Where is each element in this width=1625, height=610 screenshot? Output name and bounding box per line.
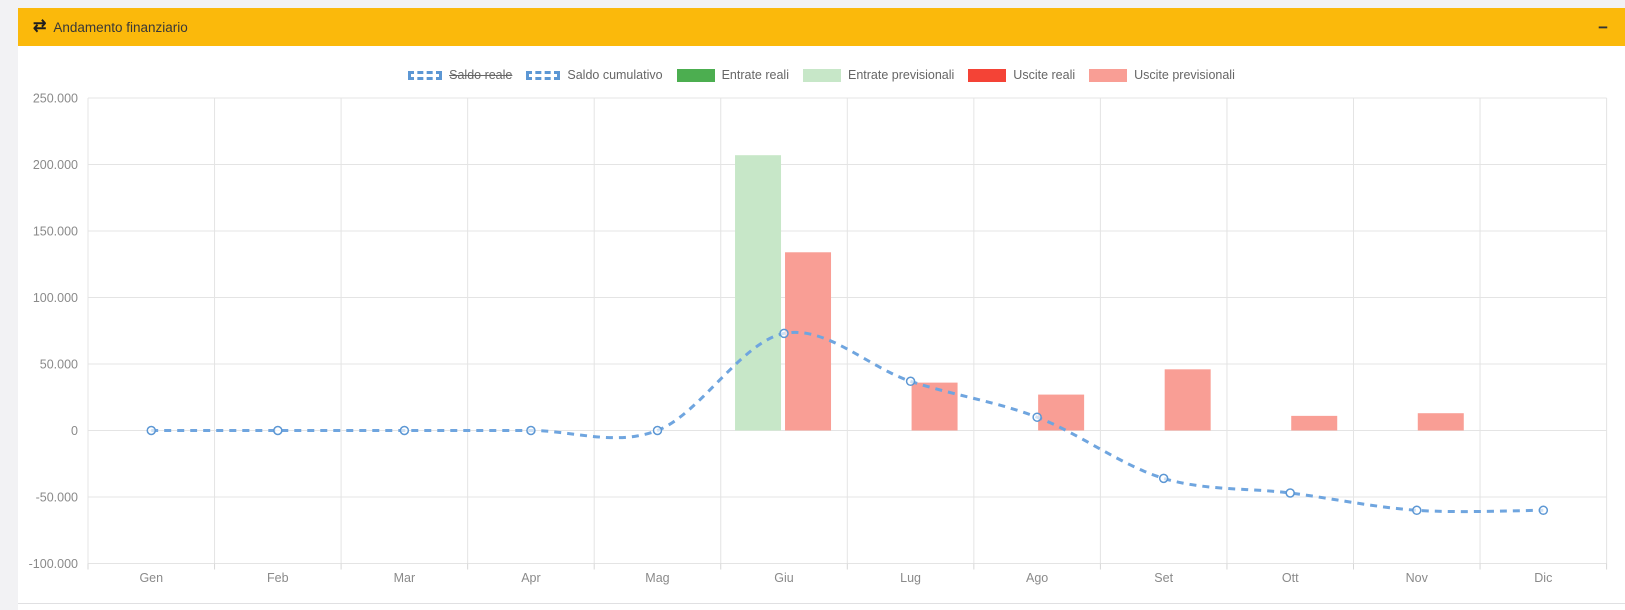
- legend-label: Uscite reali: [1013, 68, 1076, 82]
- line-marker-saldo-cumulativo[interactable]: [1538, 505, 1549, 516]
- dashed-line-swatch-icon: [526, 70, 561, 80]
- chart-legend: Saldo reale Saldo cumulativo Entrate reali…: [18, 68, 1625, 82]
- x-axis-tick-label: Giu: [774, 571, 794, 585]
- panel-title: Andamento finanziario: [53, 19, 188, 35]
- bar-swatch-icon: [676, 68, 715, 82]
- legend-label: Saldo reale: [449, 68, 513, 82]
- x-axis-tick-label: Gen: [139, 571, 163, 585]
- line-marker-saldo-cumulativo[interactable]: [273, 425, 283, 436]
- y-axis-tick-label: 150.000: [33, 225, 78, 239]
- line-saldo-cumulativo: [146, 328, 1549, 516]
- line-marker-saldo-cumulativo[interactable]: [526, 425, 536, 436]
- x-axis-tick-label: Mar: [394, 571, 416, 585]
- legend-item-entrate-previsionali[interactable]: Entrate previsionali: [802, 68, 955, 82]
- bars: [735, 155, 1464, 431]
- legend-label: Uscite previsionali: [1134, 68, 1235, 82]
- bar-uscite-previsionali[interactable]: [911, 382, 958, 431]
- swap-arrows-icon: ⇄: [33, 18, 47, 35]
- line-marker-saldo-cumulativo[interactable]: [1032, 412, 1042, 422]
- line-path-saldo-cumulativo: [151, 330, 1544, 514]
- bar-swatch-icon: [802, 68, 841, 82]
- x-axis-tick-label: Mag: [645, 571, 669, 585]
- bar-entrate-previsionali[interactable]: [735, 155, 782, 431]
- panel-header: ⇄ Andamento finanziario −: [18, 8, 1625, 46]
- x-axis-tick-label: Feb: [267, 571, 289, 585]
- line-marker-saldo-cumulativo[interactable]: [399, 425, 410, 436]
- x-axis-tick-label: Set: [1154, 571, 1173, 585]
- bar-uscite-previsionali[interactable]: [1291, 415, 1338, 431]
- legend-item-saldo-cumulativo[interactable]: Saldo cumulativo: [526, 68, 663, 82]
- bar-uscite-previsionali[interactable]: [1038, 394, 1085, 431]
- line-marker-saldo-cumulativo[interactable]: [146, 425, 157, 436]
- bar-swatch-icon: [1089, 68, 1128, 82]
- panel-bottom-divider: [18, 603, 1625, 604]
- x-axis-tick-label: Dic: [1534, 571, 1552, 585]
- x-axis-tick-label: Ago: [1026, 571, 1048, 585]
- gridlines: [87, 97, 1608, 570]
- y-axis-tick-label: -50.000: [36, 491, 78, 505]
- x-axis-tick-label: Lug: [900, 571, 921, 585]
- line-marker-saldo-cumulativo[interactable]: [1412, 505, 1422, 516]
- y-axis-tick-label: 100.000: [33, 291, 78, 305]
- y-axis-tick-label: 0: [71, 424, 78, 438]
- y-axis-tick-label: 50.000: [40, 358, 78, 372]
- x-axis-tick-label: Apr: [521, 571, 540, 585]
- panel-andamento-finanziario: ⇄ Andamento finanziario − Saldo reale Sal…: [18, 8, 1625, 610]
- bar-uscite-previsionali[interactable]: [1164, 369, 1211, 431]
- x-axis-tick-label: Nov: [1406, 571, 1429, 585]
- y-axis-tick-label: -100.000: [29, 557, 78, 571]
- y-axis-labels: 250.000 200.000 150.000 100.000 50.000 0 -50.0…: [29, 92, 78, 572]
- legend-label: Entrate previsionali: [847, 68, 955, 82]
- x-axis-labels: Gen Feb Mar Apr Mag Giu Lug Ago Set Ott Nov Dic: [139, 571, 1552, 585]
- bar-swatch-icon: [968, 68, 1007, 82]
- line-marker-saldo-cumulativo[interactable]: [779, 328, 789, 339]
- legend-item-uscite-previsionali[interactable]: Uscite previsionali: [1089, 68, 1235, 82]
- line-marker-saldo-cumulativo[interactable]: [1158, 473, 1169, 484]
- bar-uscite-previsionali[interactable]: [785, 252, 832, 431]
- line-marker-saldo-cumulativo[interactable]: [1285, 488, 1295, 498]
- legend-item-uscite-reali[interactable]: Uscite reali: [968, 68, 1075, 82]
- legend-item-entrate-reali[interactable]: Entrate reali: [676, 68, 789, 82]
- bar-uscite-previsionali[interactable]: [1417, 413, 1464, 431]
- line-marker-saldo-cumulativo[interactable]: [905, 376, 916, 387]
- y-axis-tick-label: 250.000: [33, 92, 78, 106]
- legend-label: Saldo cumulativo: [567, 68, 663, 82]
- legend-label: Entrate reali: [721, 68, 789, 82]
- line-marker-saldo-cumulativo[interactable]: [652, 425, 663, 436]
- dashed-line-swatch-icon: [408, 70, 443, 80]
- x-axis-tick-label: Ott: [1282, 571, 1299, 585]
- y-axis-tick-label: 200.000: [33, 158, 78, 172]
- collapse-panel-button[interactable]: −: [1598, 17, 1608, 37]
- legend-item-saldo-reale[interactable]: Saldo reale: [408, 68, 512, 82]
